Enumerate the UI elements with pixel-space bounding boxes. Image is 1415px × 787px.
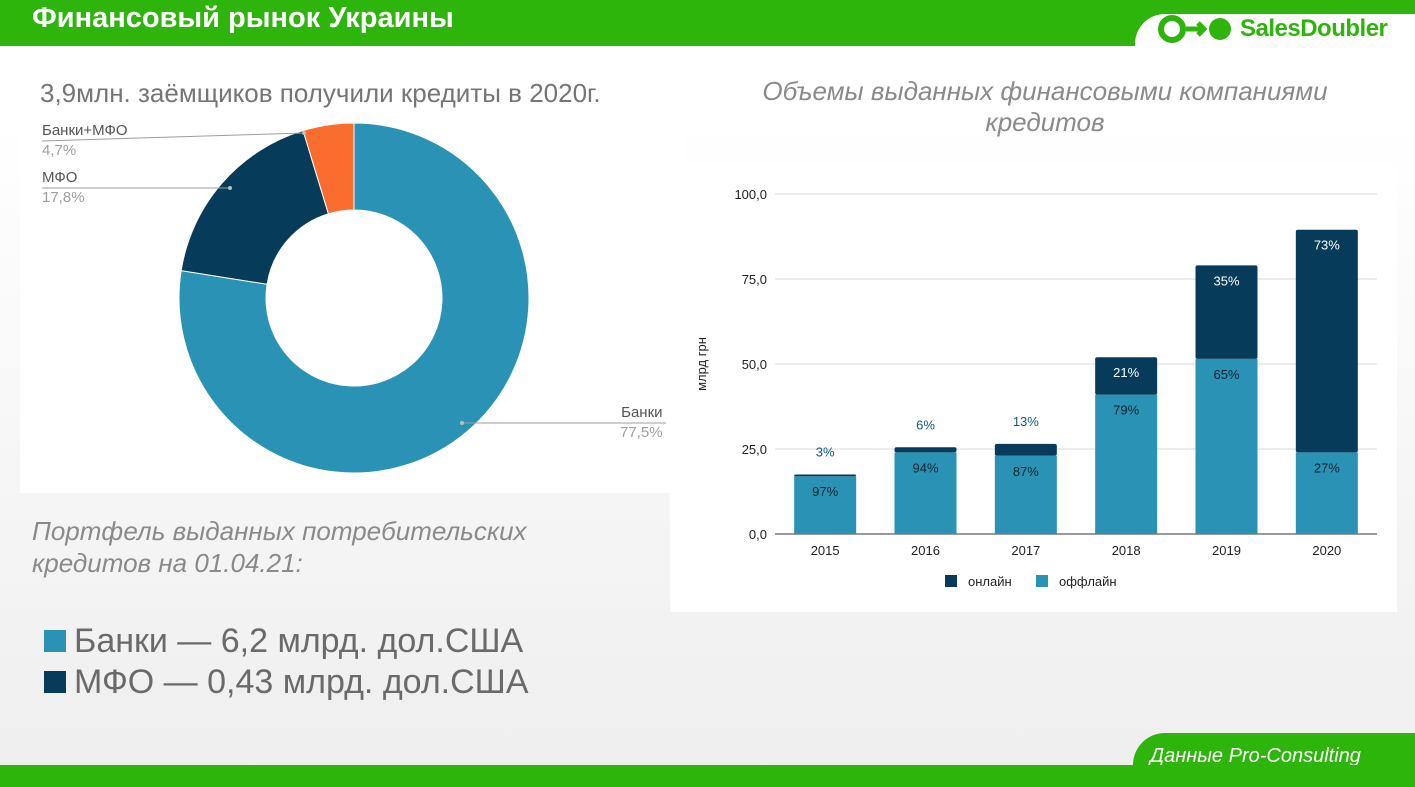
donut-label-banks-mfo: Банки+МФО 4,7% xyxy=(42,121,128,161)
portfolio-swatch-mfo xyxy=(44,671,66,693)
data-label-online: 13% xyxy=(1013,414,1039,429)
legend-label: оффлайн xyxy=(1059,574,1117,589)
donut-slice-mfo xyxy=(180,129,330,285)
data-label-offline: 94% xyxy=(912,460,938,475)
data-label-offline: 79% xyxy=(1113,403,1139,418)
legend-swatch xyxy=(945,575,957,587)
x-tick-label: 2015 xyxy=(811,543,840,558)
data-label-online: 6% xyxy=(916,417,935,432)
data-label-online: 3% xyxy=(816,445,835,460)
y-tick-label: 75,0 xyxy=(742,272,767,287)
data-label-offline: 97% xyxy=(812,484,838,499)
y-tick-label: 25,0 xyxy=(742,442,767,457)
portfolio-title: Портфель выданных потребительских кредит… xyxy=(32,516,527,578)
legend-swatch xyxy=(1036,575,1048,587)
bar-chart: 0,0 25,0 50,0 75,0 100,0 млрд грн 97% 3% 2015 94%… xyxy=(694,187,1377,589)
portfolio-swatch-banks xyxy=(44,630,66,652)
donut-label-pct: 17,8% xyxy=(42,189,85,206)
data-label-online: 73% xyxy=(1314,238,1340,253)
donut-chart xyxy=(41,122,666,474)
bar-offline-2020 xyxy=(1295,452,1358,534)
legend-label: онлайн xyxy=(968,574,1012,589)
bar-offline-2019 xyxy=(1195,358,1258,534)
bar-chart-panel xyxy=(670,164,1397,612)
y-axis-label: млрд грн xyxy=(694,337,709,391)
salesdoubler-logo[interactable]: SalesDoubler xyxy=(1158,14,1388,44)
donut-label-pct: 77,5% xyxy=(620,424,663,441)
data-label-offline: 27% xyxy=(1314,460,1340,475)
donut-label-name: Банки xyxy=(621,404,663,421)
bar-offline-2016 xyxy=(894,452,957,534)
bar-offline-2017 xyxy=(994,455,1057,534)
source-tab xyxy=(1133,733,1415,765)
donut-label-name: Банки+МФО xyxy=(42,122,128,139)
portfolio-item-text: МФО — 0,43 млрд. дол.США xyxy=(74,663,529,701)
footer-bar xyxy=(0,765,1415,787)
bar-offline-2018 xyxy=(1095,394,1158,534)
donut-title: 3,9млн. заёмщиков получили кредиты в 202… xyxy=(40,78,601,108)
donut-label-banks: Банки 77,5% xyxy=(620,403,663,443)
leader-dot-mfo xyxy=(228,186,232,190)
x-tick-label: 2016 xyxy=(911,543,940,558)
bar-online-2015 xyxy=(794,474,857,477)
y-tick-label: 0,0 xyxy=(749,527,767,542)
x-tick-label: 2017 xyxy=(1011,543,1040,558)
source-text: Данные Pro-Consulting xyxy=(1150,745,1361,767)
data-label-offline: 87% xyxy=(1013,464,1039,479)
bar-online-2018 xyxy=(1095,357,1158,395)
page-title: Финансовый рынок Украины xyxy=(32,2,454,34)
volume-chart-title: Объемы выданных финансовыми компаниями к… xyxy=(762,76,1328,137)
x-tick-label: 2020 xyxy=(1312,543,1341,558)
data-label-online: 35% xyxy=(1213,273,1239,288)
bar-online-2016 xyxy=(894,447,957,453)
logo-text: SalesDoubler xyxy=(1240,15,1388,42)
portfolio-item-text: Банки — 6,2 млрд. дол.США xyxy=(74,622,524,660)
portfolio-item-banks: Банки — 6,2 млрд. дол.США xyxy=(44,621,523,661)
y-tick-label: 50,0 xyxy=(742,357,767,372)
leader-line-banks-mfo xyxy=(41,132,305,142)
donut-label-name: МФО xyxy=(42,169,78,186)
donut-slice-banks-mfo xyxy=(302,122,355,215)
donut-slice-banks xyxy=(178,122,530,474)
portfolio-item-mfo: МФО — 0,43 млрд. дол.США xyxy=(44,662,529,702)
leader-dot-banks-mfo xyxy=(302,131,306,135)
donut-label-pct: 4,7% xyxy=(42,142,77,159)
bar-online-2019 xyxy=(1195,265,1258,359)
leader-dot-banks xyxy=(460,421,464,425)
x-tick-label: 2019 xyxy=(1212,543,1241,558)
bar-online-2017 xyxy=(994,443,1057,456)
x-tick-label: 2018 xyxy=(1112,543,1141,558)
bar-offline-2015 xyxy=(794,476,857,534)
donut-label-mfo: МФО 17,8% xyxy=(42,168,85,208)
bar-online-2020 xyxy=(1295,229,1358,453)
y-tick-label: 100,0 xyxy=(734,187,767,202)
logo-mark-icon xyxy=(1158,15,1231,43)
data-label-offline: 65% xyxy=(1213,367,1239,382)
data-label-online: 21% xyxy=(1113,365,1139,380)
